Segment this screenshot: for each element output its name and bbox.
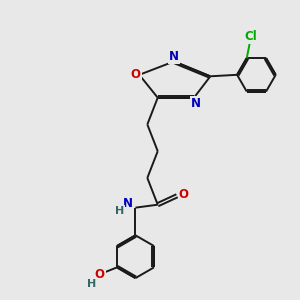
- Text: H: H: [87, 279, 96, 289]
- Text: O: O: [178, 188, 189, 201]
- Text: O: O: [131, 68, 141, 81]
- Text: N: N: [191, 97, 201, 110]
- Text: N: N: [123, 197, 133, 210]
- Text: O: O: [95, 268, 105, 281]
- Text: Cl: Cl: [245, 30, 258, 43]
- Text: H: H: [116, 206, 124, 216]
- Text: N: N: [169, 50, 179, 63]
